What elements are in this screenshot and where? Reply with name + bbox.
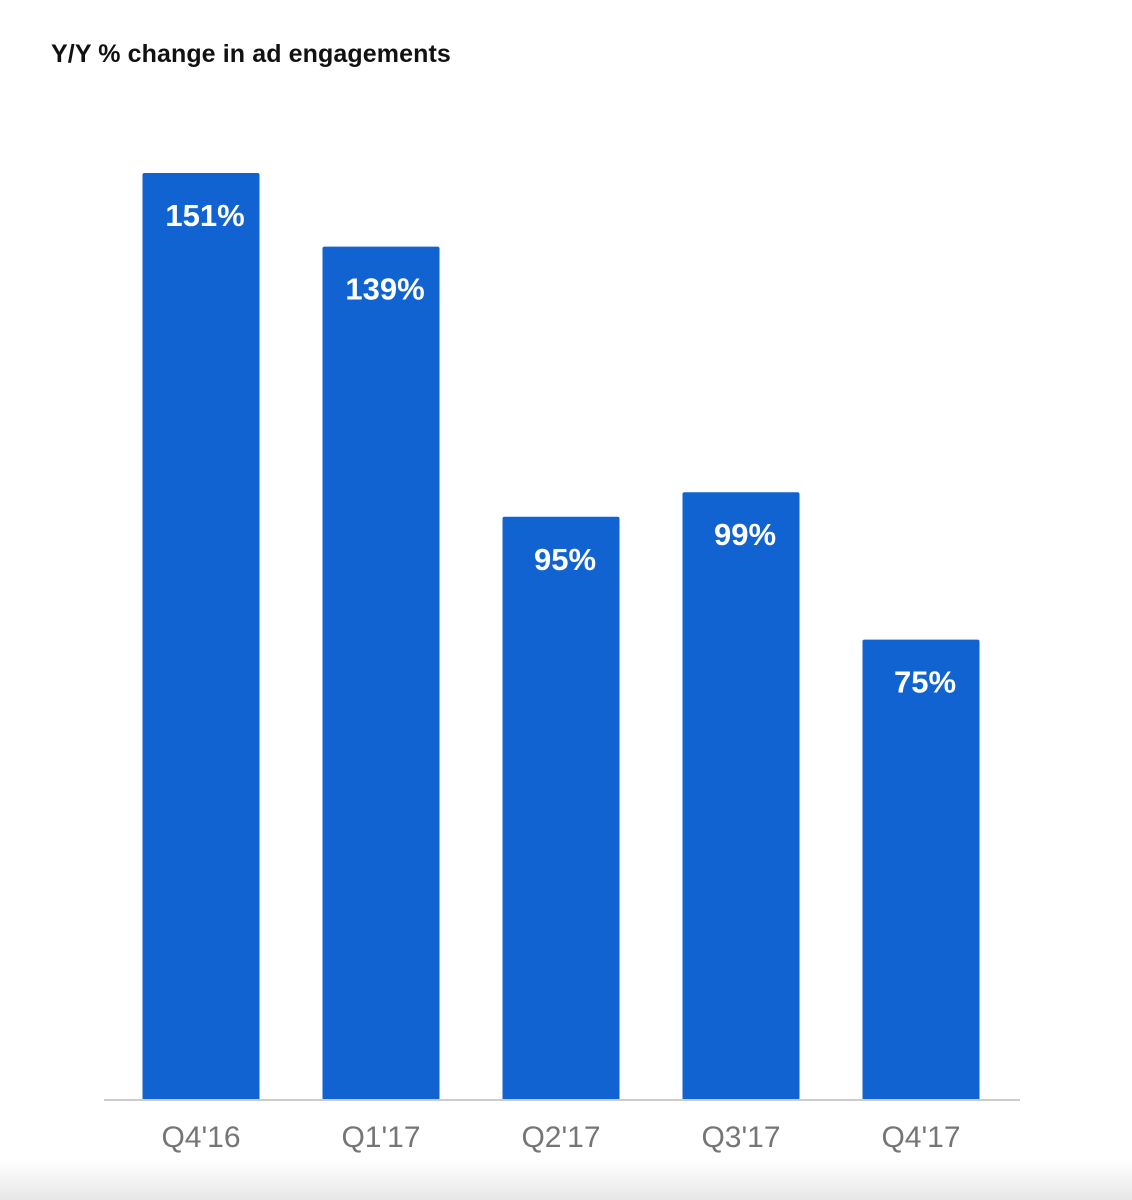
x-tick-label-4: Q4'17 — [881, 1121, 960, 1154]
bar-value-label-4: 75% — [894, 665, 956, 700]
x-tick-label-0: Q4'16 — [161, 1121, 240, 1154]
value-labels-group: 151% 139% 95% 99% 75% — [165, 198, 956, 700]
bar-value-label-2: 95% — [534, 542, 596, 577]
bar-4 — [862, 639, 980, 1100]
x-tick-label-1: Q1'17 — [341, 1121, 420, 1154]
bar-0 — [142, 173, 260, 1100]
bar-value-label-3: 99% — [714, 517, 776, 552]
bar-1 — [322, 246, 440, 1100]
chart-title: Y/Y % change in ad engagements — [51, 40, 451, 68]
bar-2 — [502, 516, 620, 1100]
bar-3 — [682, 492, 800, 1100]
bar-value-label-0: 151% — [165, 198, 244, 233]
x-tick-label-2: Q2'17 — [521, 1121, 600, 1154]
x-tick-labels-group: Q4'16 Q1'17 Q2'17 Q3'17 Q4'17 — [161, 1121, 960, 1154]
x-tick-label-3: Q3'17 — [701, 1121, 780, 1154]
bars-group — [142, 173, 980, 1100]
bar-value-label-1: 139% — [345, 272, 424, 307]
page-bottom-shade — [0, 1160, 1132, 1200]
